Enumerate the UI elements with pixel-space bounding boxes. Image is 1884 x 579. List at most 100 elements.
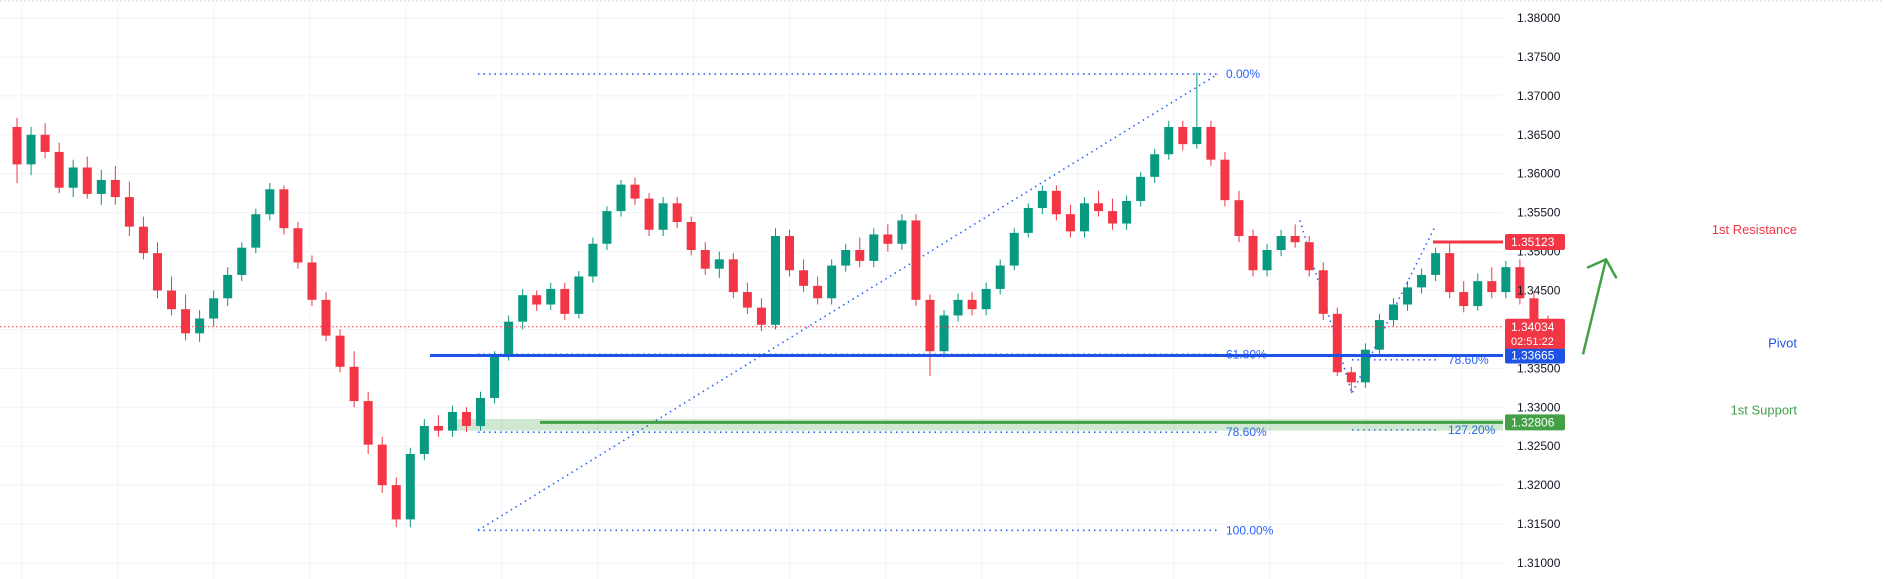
candle-body [939,315,949,352]
candle-body [251,214,261,248]
candle-body [377,444,387,486]
candle-body [1108,211,1118,224]
candle-body [1501,267,1511,293]
fib-trend-line [477,73,1219,531]
candle-body [167,290,177,310]
candle-body [1248,236,1258,271]
key-levels[interactable]: 1st Resistance Pivot 1st Support [0,222,1798,424]
candle-body [1220,159,1230,201]
candle-body [560,288,570,314]
candle-body [981,288,991,310]
candle-body [756,307,766,325]
candle-body [728,259,738,293]
candle-body [363,401,373,445]
arrow-head [1586,257,1618,279]
candle-body [1318,270,1328,314]
candle-body [1094,203,1104,212]
support-zone-rect [452,418,1503,431]
candle-body [644,198,654,230]
candle-body [40,134,50,152]
candle-body [195,318,205,334]
candle-body [419,425,429,454]
candle-body [1234,200,1244,236]
fib-ext-label: 127.20% [1448,423,1496,437]
y-tick-label: 1.37000 [1517,89,1561,103]
candle-body [1459,292,1469,307]
candle-body [12,127,22,165]
level-price-badge: 1.33665 [1511,349,1555,363]
candle-body [504,321,514,355]
candle-body [1262,250,1272,271]
candle-body [1346,372,1356,383]
candle-body [68,167,78,188]
candle-body [1136,176,1146,201]
candle-body [1192,127,1202,145]
y-tick-label: 1.31000 [1517,556,1561,570]
last-price-badge-bg [1505,318,1565,349]
candle-body [293,228,303,263]
candle-body [827,265,837,299]
candle-body [588,243,598,277]
candle-body [1529,298,1539,322]
arrow-shaft [1581,259,1608,355]
candle-body [223,274,233,299]
candle-body [110,179,120,198]
forecast-arrow[interactable] [1581,257,1618,355]
support-zone [452,418,1503,431]
y-tick-label: 1.37500 [1517,50,1561,64]
level-labels: 1.35123 1.33665 1.32806 1.34034 02:51:22 [1505,233,1565,431]
fib-level-label: 100.00% [1226,523,1274,537]
candle-body [686,221,696,251]
candle-body [532,295,542,305]
candle-body [953,299,963,316]
candle-body [181,309,191,334]
candle-body [82,167,92,194]
countdown-label: 02:51:22 [1511,336,1554,348]
candle-body [700,250,710,269]
candle-body [1065,214,1075,232]
candle-body [602,211,612,244]
candle-body [476,397,486,426]
candle-body [1388,304,1398,321]
candle-body [1403,287,1413,305]
candle-body [897,220,907,244]
candle-body [630,184,640,199]
level-price-badge: 1.35123 [1511,235,1555,249]
candle-body [405,454,415,520]
candle-body [1445,253,1455,293]
candle-body [447,411,457,431]
candle-body [26,134,36,165]
candle-body [813,285,823,299]
candle-body [490,354,500,398]
level-name-label: 1st Support [1731,402,1798,417]
candle-body [672,203,682,222]
candle-body [616,184,626,212]
candle-body [1037,190,1047,208]
candle-body [335,335,345,367]
level-name-label: 1st Resistance [1712,222,1797,237]
candle-body [546,288,556,305]
level-price-badge-bg [1505,347,1565,364]
candle-body [770,236,780,325]
y-tick-label: 1.35500 [1517,206,1561,220]
candle-body [1290,236,1300,243]
y-tick-label: 1.32500 [1517,439,1561,453]
candle-body [1276,236,1286,251]
candle-body [785,236,795,271]
candle-body [1051,190,1061,215]
candle-body [138,226,148,254]
candle-body [1332,313,1342,373]
candle-body [799,270,809,286]
candle-body [1206,127,1216,160]
candle-body [279,189,289,229]
candle-body [841,250,851,266]
y-tick-label: 1.31500 [1517,517,1561,531]
candle-body [124,197,134,227]
candle-body [461,411,471,426]
candle-body [321,299,331,336]
candle-body [911,220,921,300]
candle-body [574,276,584,314]
candle-body [1178,127,1188,145]
price-axis[interactable]: 1.38000 1.37500 1.37000 1.36500 1.36000 1.355… [1517,11,1561,570]
